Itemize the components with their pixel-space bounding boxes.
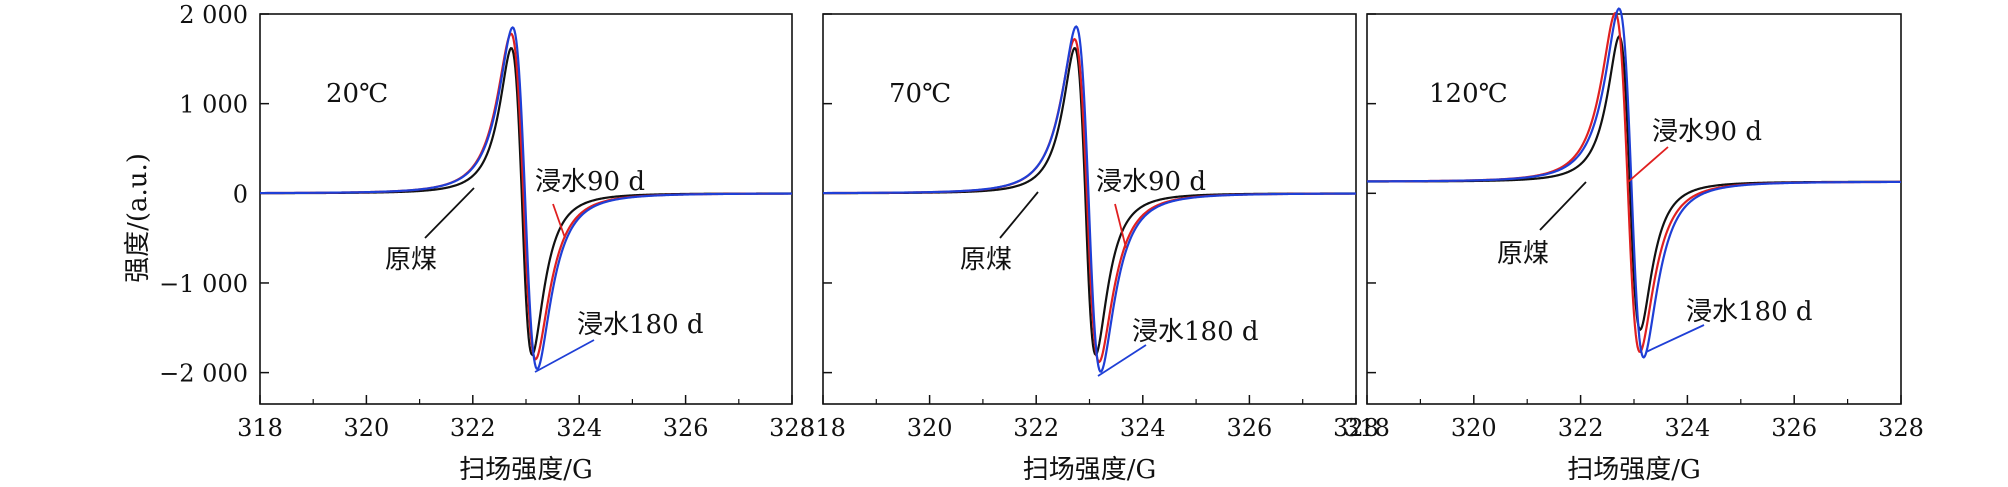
annotation-leader-d90 [1627, 146, 1669, 183]
x-tick-label: 320 [343, 414, 389, 442]
x-tick-label: 326 [1771, 414, 1817, 442]
annotation-label-d90: 浸水90 d [1096, 167, 1206, 197]
y-tick-label: 1 000 [179, 91, 248, 119]
annotation-label-d90: 浸水90 d [535, 167, 645, 197]
x-tick-label: 324 [1120, 414, 1166, 442]
x-tick-label: 320 [907, 414, 953, 442]
x-tick-label: 320 [1451, 414, 1497, 442]
annotation-label-d180: 浸水180 d [577, 310, 704, 340]
y-tick-label: −2 000 [159, 360, 248, 388]
annotation-leader-d90 [1114, 203, 1127, 249]
plot-frame [1366, 13, 1902, 405]
x-tick-label: 322 [1558, 414, 1604, 442]
annotation-leader-d180 [1097, 344, 1147, 377]
x-axis-label: 扫场强度/G [459, 455, 593, 485]
y-tick-label: −1 000 [159, 270, 248, 298]
annotation-label-d180: 浸水180 d [1686, 297, 1813, 327]
annotation-label-d180: 浸水180 d [1132, 317, 1259, 347]
x-tick-label: 326 [663, 414, 709, 442]
x-tick-label: 318 [237, 414, 283, 442]
series-line-d180 [823, 25, 1357, 373]
temperature-label: 20℃ [326, 79, 388, 109]
x-tick-label: 318 [1344, 414, 1390, 442]
x-tick-label: 328 [769, 414, 815, 442]
series-line-d180 [260, 26, 792, 371]
annotation-leader-d90 [552, 203, 566, 239]
annotation-leader-d180 [534, 339, 595, 373]
annotation-leader-raw [424, 187, 475, 239]
annotation-leader-raw [1539, 181, 1587, 231]
series-line-d180 [1366, 7, 1901, 359]
x-axis-label: 扫场强度/G [1023, 455, 1157, 485]
x-tick-label: 324 [1664, 414, 1710, 442]
x-tick-label: 318 [800, 414, 846, 442]
annotation-leader-raw [999, 191, 1039, 239]
annotation-label-d90: 浸水90 d [1652, 117, 1762, 147]
temperature-label: 70℃ [889, 79, 951, 109]
y-tick-label: 2 000 [179, 1, 248, 29]
annotation-leader-d180 [1645, 324, 1705, 353]
annotation-label-raw: 原煤 [1497, 239, 1549, 269]
x-tick-label: 322 [1013, 414, 1059, 442]
panel-3: 318 320 322 324 326 328 扫场强度/G 120℃ 原煤 浸水90 d 浸水18… [1344, 7, 1924, 485]
x-tick-label: 324 [556, 414, 602, 442]
temperature-label: 120℃ [1429, 79, 1508, 109]
x-tick-label: 322 [450, 414, 496, 442]
y-tick-label: 0 [233, 180, 248, 208]
annotation-label-raw: 原煤 [960, 245, 1012, 275]
panel-1: 318 320 322 324 326 328 2 000 1 000 0 −1 000 −2 00… [159, 1, 815, 485]
panels: 318 320 322 324 326 328 2 000 1 000 0 −1 000 −2 00… [159, 1, 1924, 485]
panel-2: 318 320 322 324 326 328 扫场强度/G 70℃ 原煤 浸水90 d 浸水180… [800, 13, 1379, 485]
annotation-label-raw: 原煤 [385, 245, 437, 275]
x-tick-label: 328 [1333, 414, 1379, 442]
x-tick-label: 326 [1226, 414, 1272, 442]
x-axis-label: 扫场强度/G [1567, 455, 1701, 485]
x-tick-label: 328 [1878, 414, 1924, 442]
y-axis-label: 强度/(a.u.) [123, 153, 153, 283]
